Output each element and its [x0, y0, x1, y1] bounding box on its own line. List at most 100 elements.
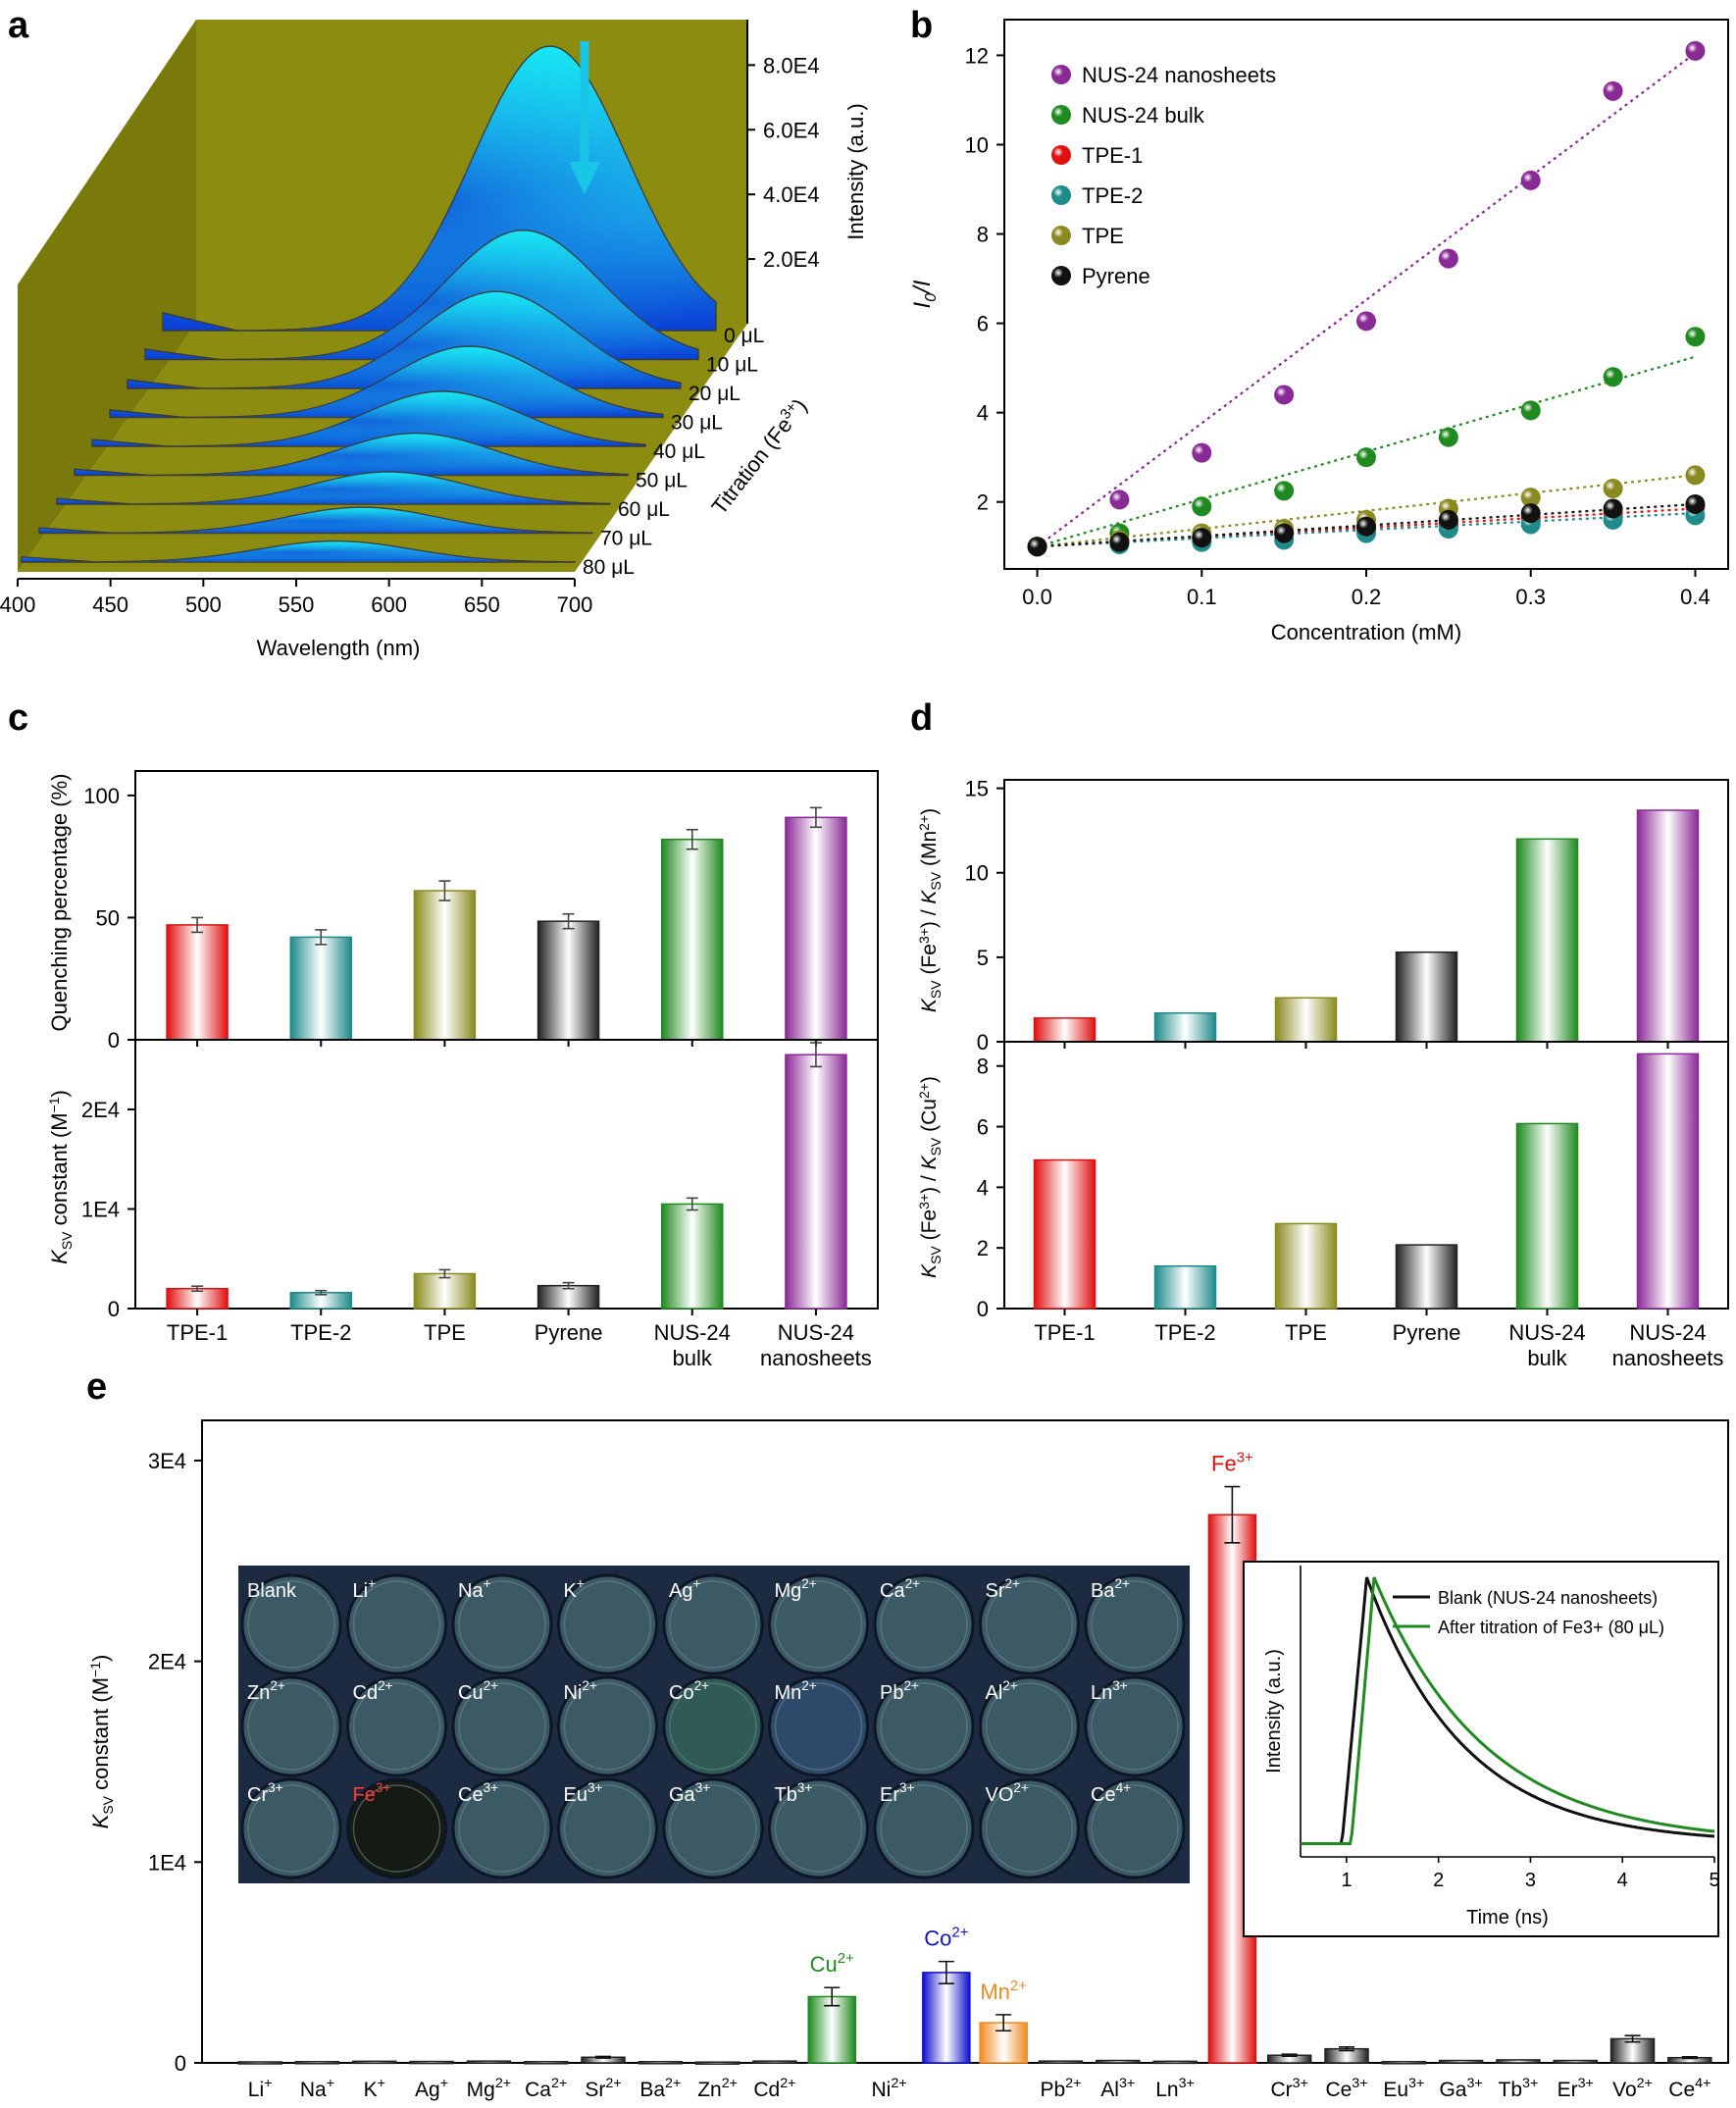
photo-well-rim-0-5	[774, 1580, 863, 1669]
y-tick-label: 2E4	[81, 1098, 120, 1122]
x-tick-label-5: nanosheets	[1612, 1346, 1724, 1370]
legend-marker-4	[1051, 226, 1071, 245]
photo-well-label-2-0: Cr3+	[247, 1780, 283, 1806]
plot-frame	[134, 770, 879, 1041]
inset-x-tick-label: 1	[1341, 1870, 1352, 1891]
bar-16	[1152, 2060, 1198, 2065]
highlight-label-17: Fe3+	[1211, 1450, 1253, 1476]
x-tick-label-21: Ga3+	[1439, 2076, 1482, 2101]
point-0-3	[1274, 385, 1295, 405]
fit-line-1	[1037, 355, 1696, 548]
photo-well-rim-1-0	[247, 1682, 335, 1771]
spectrum-shade-6	[57, 472, 610, 504]
y-tick-label: 0	[175, 2051, 186, 2076]
legend-label-3: TPE-2	[1082, 183, 1143, 208]
photo-well-2-3	[557, 1777, 658, 1879]
photo-well-1-3	[557, 1675, 658, 1777]
point-5-1	[1109, 532, 1130, 552]
y-tick-label: 8	[977, 1054, 989, 1079]
photo-well-1-5	[768, 1675, 869, 1777]
bar-5	[1636, 809, 1700, 1043]
y-tick-label: 0	[977, 1030, 989, 1054]
photo-well-label-0-6: Ca2+	[880, 1576, 920, 1602]
photo-well-label-1-3: Ni2+	[564, 1678, 597, 1704]
x-tick-label-1: TPE-2	[290, 1320, 351, 1345]
photo-well-rim-1-1	[352, 1682, 441, 1771]
panel-label-c: c	[8, 697, 28, 739]
plot-frame	[1003, 1041, 1729, 1310]
photo-well-rim-0-1	[352, 1580, 441, 1669]
x-tick-label-5: nanosheets	[760, 1346, 872, 1370]
point-5-5	[1438, 509, 1458, 530]
photo-well-rim-2-8	[1091, 1784, 1179, 1873]
inset-decay-1	[1301, 1576, 1715, 1845]
bar-5	[1636, 1053, 1700, 1310]
y-tick-label: 4	[977, 1175, 989, 1200]
y-axis-title: KSV (Fe3+) / KSV (Cu2+)	[916, 1076, 944, 1278]
legend-label-0: NUS-24 nanosheets	[1082, 63, 1276, 87]
photo-well-label-1-1: Cd2+	[353, 1678, 393, 1704]
bar-1	[289, 936, 352, 1041]
plot-frame	[134, 1039, 879, 1310]
bar-0	[1033, 1017, 1097, 1043]
bar-2	[413, 1272, 477, 1310]
inset-x-tick-label: 5	[1709, 1870, 1719, 1891]
point-0-2	[1192, 442, 1212, 463]
point-1-4	[1356, 447, 1376, 468]
point-0-6	[1520, 170, 1541, 190]
bar-22	[1496, 2059, 1541, 2064]
legend-label-1: NUS-24 bulk	[1082, 103, 1205, 128]
depth-label-0: 0 μL	[724, 325, 764, 347]
photo-well-rim-2-1	[352, 1784, 441, 1873]
point-0-7	[1603, 80, 1623, 101]
photo-well-rim-1-3	[563, 1682, 652, 1771]
photo-well-0-2	[451, 1573, 553, 1675]
y-axis-title: KSV constant (M−1)	[87, 1655, 116, 1829]
y-tick-label: 10	[965, 132, 989, 157]
bar-1	[294, 2061, 340, 2065]
panel-label-e: e	[86, 1366, 107, 1408]
x-tick-label-5: Ca2+	[525, 2076, 567, 2101]
inset-decay-0	[1301, 1576, 1715, 1845]
photo-well-0-8	[1084, 1573, 1186, 1675]
inset-x-axis-title: Time (ns)	[1466, 1907, 1549, 1928]
spectrum-shade-4	[92, 391, 645, 446]
panel-label-a: a	[8, 5, 29, 46]
photo-well-rim-2-7	[985, 1784, 1074, 1873]
x-tick-label-14: Pb2+	[1040, 2076, 1081, 2101]
photo-well-label-0-0: Blank	[247, 1580, 297, 1602]
inset-legend-label-0: Blank (NUS-24 nanosheets)	[1438, 1588, 1658, 1608]
highlight-label-12: Co2+	[924, 1925, 968, 1951]
photo-well-label-2-6: Er3+	[880, 1780, 915, 1806]
inset-x-tick-label: 4	[1617, 1870, 1628, 1891]
legend-marker-0	[1051, 65, 1071, 84]
side-wall	[18, 20, 196, 572]
x-tick-label: 0.0	[1022, 585, 1052, 609]
photo-well-label-0-1: Li+	[353, 1576, 377, 1602]
y-tick-label: 4	[977, 401, 989, 426]
bar-10	[807, 1995, 856, 2064]
photo-well-rim-2-3	[563, 1784, 652, 1873]
x-tick-label-16: Ln3+	[1155, 2076, 1195, 2101]
x-tick-label: 0.1	[1187, 585, 1217, 609]
photo-well-rim-1-7	[985, 1682, 1074, 1771]
panel-a-spectra: 0 μL 10 μL 20 μL 30 μL 40 μL 50 μL 60 μL 70 μL 8…	[0, 20, 868, 660]
legend-label-5: Pyrene	[1082, 264, 1150, 288]
legend-label-4: TPE	[1082, 224, 1124, 248]
point-1-2	[1192, 496, 1212, 517]
x-tick-label-2: K+	[364, 2076, 385, 2101]
photo-well-label-2-5: Tb3+	[775, 1780, 813, 1806]
y-tick-label: 12	[965, 43, 989, 68]
point-5-3	[1274, 523, 1295, 543]
y-tick-label: 2E4	[148, 1650, 186, 1674]
point-4-7	[1603, 479, 1623, 499]
spectrum-shade-7	[39, 507, 592, 534]
photo-well-label-2-3: Eu3+	[564, 1780, 603, 1806]
point-0-1	[1109, 489, 1130, 510]
y-tick-label: 5	[977, 946, 989, 970]
photo-well-2-2	[451, 1777, 553, 1879]
panel-label-b: b	[910, 5, 933, 46]
x-tick-label: 0.3	[1515, 585, 1546, 609]
photo-well-1-6	[873, 1675, 975, 1777]
x-tick-label-4: bulk	[673, 1346, 713, 1370]
